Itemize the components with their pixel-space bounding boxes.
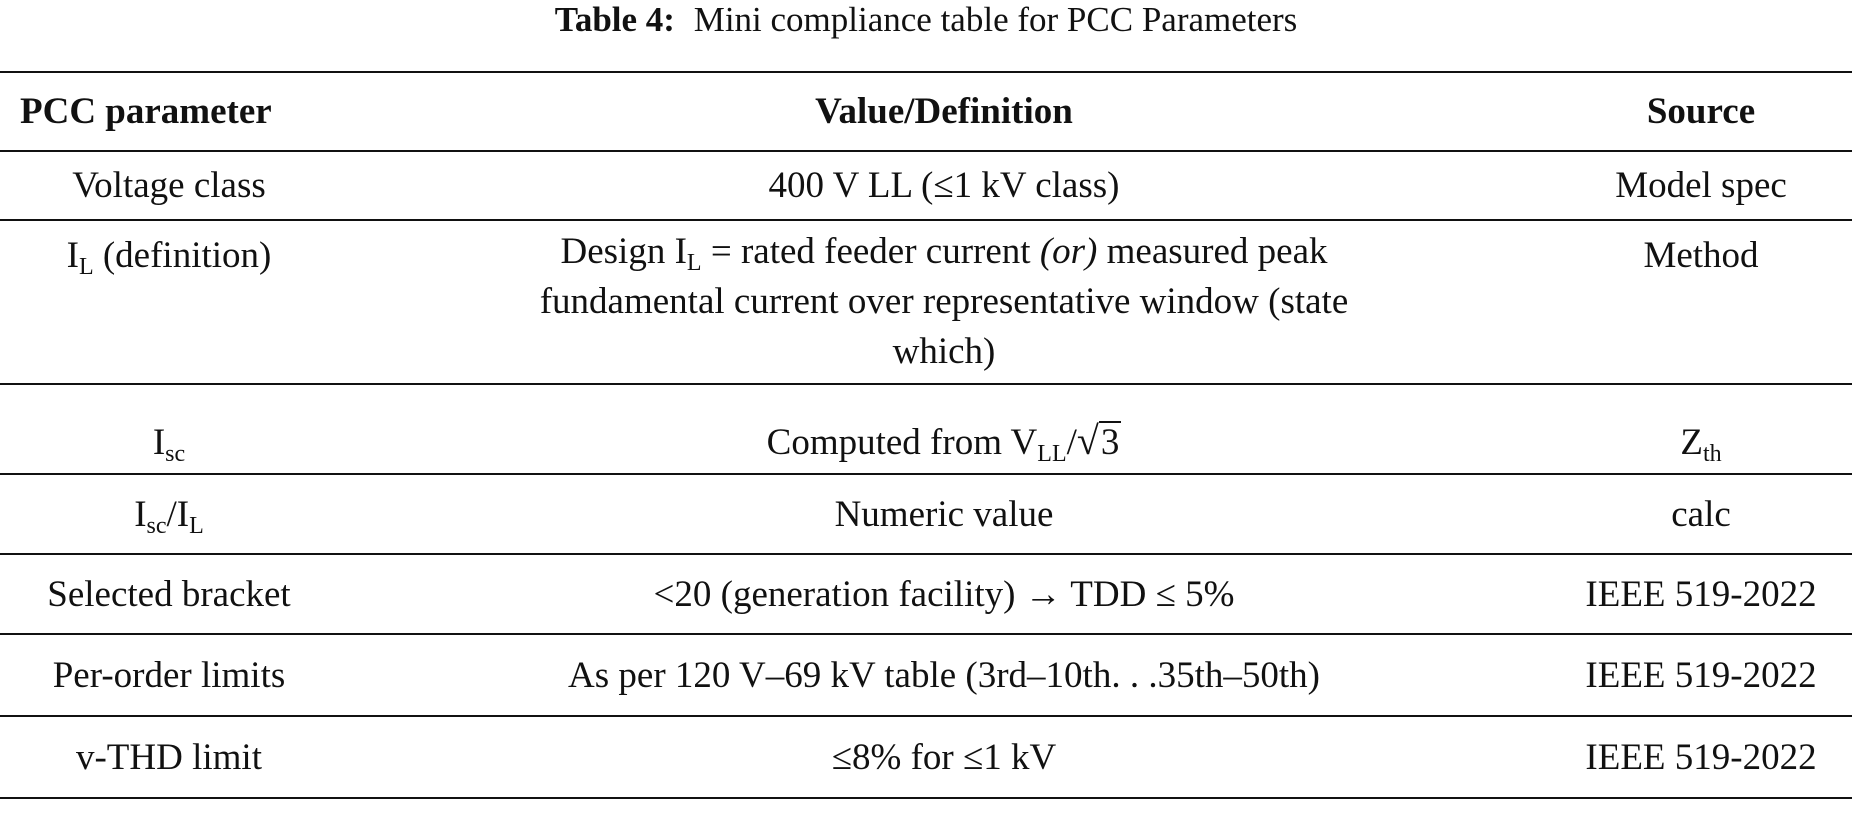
caption-label: Table 4: xyxy=(554,0,675,39)
ratio-isc-sub: sc xyxy=(146,512,167,539)
sqrt-argument: 3 xyxy=(1098,421,1122,463)
cell-param: IL (definition) xyxy=(0,220,338,384)
isc-value-slash: / xyxy=(1066,422,1077,463)
caption-text: Mini compliance table for PCC Parameters xyxy=(693,0,1298,39)
zth-subscript: th xyxy=(1702,441,1722,467)
table-row-selected-bracket: Selected bracket <20 (generation facilit… xyxy=(0,554,1852,634)
isc-value-pre: Computed from V xyxy=(766,422,1038,463)
header-value-definition: Value/Definition xyxy=(815,91,1073,132)
table-row-per-order-limits: Per-order limits As per 120 V–69 kV tabl… xyxy=(0,634,1852,716)
cell-value: <20 (generation facility) → TDD ≤ 5% xyxy=(653,573,1235,615)
cell-value: ≤8% for ≤1 kV xyxy=(831,736,1057,778)
cell-value: Design IL = rated feeder current (or) me… xyxy=(338,220,1550,384)
cell-param: Per-order limits xyxy=(52,654,286,696)
il-def-italic: (or) xyxy=(1039,231,1098,272)
cell-value: 400 V LL (≤1 kV class) xyxy=(768,165,1120,206)
il-def-sub: L xyxy=(686,250,702,276)
isc-value-sub: LL xyxy=(1037,441,1067,467)
cell-param: v-THD limit xyxy=(75,736,262,778)
table-header-row: PCC parameter Value/Definition Source xyxy=(0,72,1852,151)
cell-param: Isc xyxy=(0,384,338,474)
table-row-vthd-limit: v-THD limit ≤8% for ≤1 kV IEEE 519-2022 xyxy=(0,716,1852,798)
il-subscript: L xyxy=(78,254,94,280)
table-row-il-definition: IL (definition) Design IL = rated feeder… xyxy=(0,220,1852,384)
cell-source: IEEE 519-2022 xyxy=(1585,573,1817,615)
cell-source: IEEE 519-2022 xyxy=(1585,736,1817,778)
table-caption: Table 4: Mini compliance table for PCC P… xyxy=(0,0,1852,60)
sqrt-expression: √3 xyxy=(1076,412,1122,471)
il-param-rest: (definition) xyxy=(93,235,272,276)
compliance-table: PCC parameter Value/Definition Source Vo… xyxy=(0,71,1852,799)
table-row-voltage-class: Voltage class 400 V LL (≤1 kV class) Mod… xyxy=(0,151,1852,220)
il-def-mid: = rated feeder current xyxy=(701,231,1040,272)
header-source: Source xyxy=(1646,91,1756,132)
il-def-post: measured peak fundamental current over r… xyxy=(539,231,1349,372)
cell-source: Method xyxy=(1643,235,1759,276)
ratio-isc: I xyxy=(134,493,147,535)
cell-source: IEEE 519-2022 xyxy=(1585,654,1817,696)
ratio-il-sub: L xyxy=(189,512,204,539)
cell-source: Zth xyxy=(1550,384,1852,474)
zth-symbol: Z xyxy=(1680,422,1703,463)
il-definition-text: Design IL = rated feeder current (or) me… xyxy=(494,227,1394,377)
cell-param: Voltage class xyxy=(72,165,266,206)
table-row-isc-il-ratio: Isc/IL Numeric value calc xyxy=(0,474,1852,554)
cell-param: Isc/IL xyxy=(0,474,338,554)
cell-source: calc xyxy=(1671,493,1731,535)
cell-param: Selected bracket xyxy=(47,573,291,615)
table-row-isc: Isc Computed from VLL/√3 Zth xyxy=(0,384,1852,474)
cell-source: Model spec xyxy=(1615,165,1787,206)
il-def-pre: Design I xyxy=(560,231,687,272)
sqrt-symbol: √ xyxy=(1076,418,1099,463)
cell-value: Numeric value xyxy=(834,493,1054,535)
il-symbol: I xyxy=(66,235,79,276)
cell-value: Computed from VLL/√3 xyxy=(338,384,1550,474)
isc-symbol: I xyxy=(152,422,166,463)
header-pcc-parameter: PCC parameter xyxy=(20,91,272,132)
isc-subscript: sc xyxy=(165,441,186,467)
cell-value: As per 120 V–69 kV table (3rd–10th. . .3… xyxy=(568,654,1320,696)
ratio-slash-il: /I xyxy=(166,493,190,535)
